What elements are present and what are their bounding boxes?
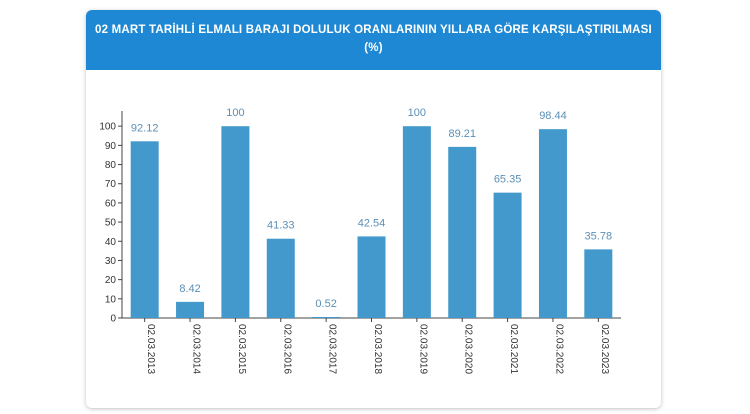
bar xyxy=(584,249,613,318)
bar xyxy=(493,192,522,318)
bar xyxy=(176,301,205,318)
y-tick-label: 10 xyxy=(105,294,117,305)
data-label: 98.44 xyxy=(539,110,567,122)
y-tick-label: 40 xyxy=(105,237,117,248)
y-tick-label: 90 xyxy=(105,141,117,152)
bar xyxy=(538,129,567,318)
y-axis: 0 10 20 30 40 50 60 70 80 90 100 xyxy=(99,111,123,325)
data-label: 35.78 xyxy=(585,230,613,242)
x-tick-label: 02.03.2015 xyxy=(236,324,247,374)
chart-subtitle-unit: (%) xyxy=(364,42,383,54)
bar xyxy=(402,126,431,318)
y-tick-label: 100 xyxy=(99,122,116,133)
y-tick-label: 50 xyxy=(105,218,117,229)
y-tick-label: 80 xyxy=(105,160,117,171)
data-label: 65.35 xyxy=(494,174,522,186)
data-label: 42.54 xyxy=(358,217,386,229)
chart-card: 02 MART TARİHLİ ELMALI BARAJI DOLULUK OR… xyxy=(86,10,661,408)
data-label: 41.33 xyxy=(267,220,295,232)
y-tick-label: 0 xyxy=(110,314,116,325)
x-axis: 02.03.2013 02.03.2014 02.03.2015 02.03.2016… xyxy=(122,317,621,374)
y-tick-label: 70 xyxy=(105,179,117,190)
data-label: 89.21 xyxy=(448,128,476,140)
x-tick-label: 02.03.2017 xyxy=(327,324,338,374)
bars xyxy=(130,126,613,318)
data-labels: 92.12 8.42 100 41.33 0.52 42.54 100 89.21 65.35 9… xyxy=(131,107,612,310)
x-tick-label: 02.03.2016 xyxy=(281,324,292,374)
data-label: 8.42 xyxy=(179,283,200,295)
bar xyxy=(221,126,250,318)
bar xyxy=(266,238,295,318)
data-label: 0.52 xyxy=(315,298,336,310)
x-tick-label: 02.03.2021 xyxy=(508,324,519,374)
x-tick-label: 02.03.2019 xyxy=(417,324,428,374)
data-label: 100 xyxy=(226,107,244,119)
x-tick-label: 02.03.2014 xyxy=(191,324,202,374)
data-label: 100 xyxy=(408,107,426,119)
chart-title: 02 MART TARİHLİ ELMALI BARAJI DOLULUK OR… xyxy=(95,24,652,36)
x-tick-label: 02.03.2013 xyxy=(145,324,156,374)
y-tick-label: 60 xyxy=(105,198,117,209)
x-tick-label: 02.03.2018 xyxy=(372,324,383,374)
chart-header: 02 MART TARİHLİ ELMALI BARAJI DOLULUK OR… xyxy=(86,10,661,70)
data-label: 92.12 xyxy=(131,122,159,134)
x-tick-label: 02.03.2020 xyxy=(463,324,474,374)
bar xyxy=(312,317,341,318)
x-tick-label: 02.03.2023 xyxy=(599,324,610,374)
bar xyxy=(130,141,159,318)
x-tick-label: 02.03.2022 xyxy=(553,324,564,374)
y-tick-label: 30 xyxy=(105,256,117,267)
bar xyxy=(357,236,386,318)
bar xyxy=(448,146,477,318)
y-tick-label: 20 xyxy=(105,275,117,286)
